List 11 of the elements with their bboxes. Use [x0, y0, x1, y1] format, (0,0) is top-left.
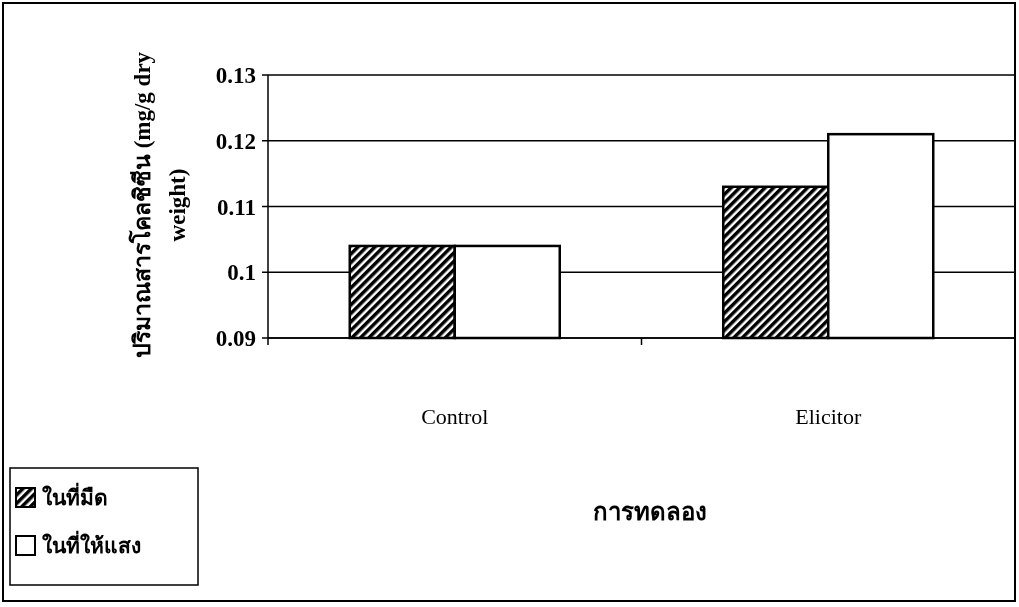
y-tick-label: 0.12 — [215, 128, 256, 154]
x-tick-label: Elicitor — [795, 404, 862, 429]
y-tick-label: 0.09 — [215, 326, 256, 351]
x-tick-label: Control — [421, 404, 489, 429]
y-tick-label: 0.13 — [215, 63, 256, 88]
legend-label: ในที่มืด — [42, 482, 108, 510]
x-axis-title: การทดลอง — [593, 499, 707, 525]
legend-label: ในที่ให้แสง — [42, 530, 141, 558]
y-axis-title: ปริมาณสารโคลชิซีน (mg/g dry weight) — [128, 51, 190, 359]
y-tick-label: 0.11 — [217, 194, 256, 220]
y-tick-label: 0.1 — [227, 260, 256, 286]
